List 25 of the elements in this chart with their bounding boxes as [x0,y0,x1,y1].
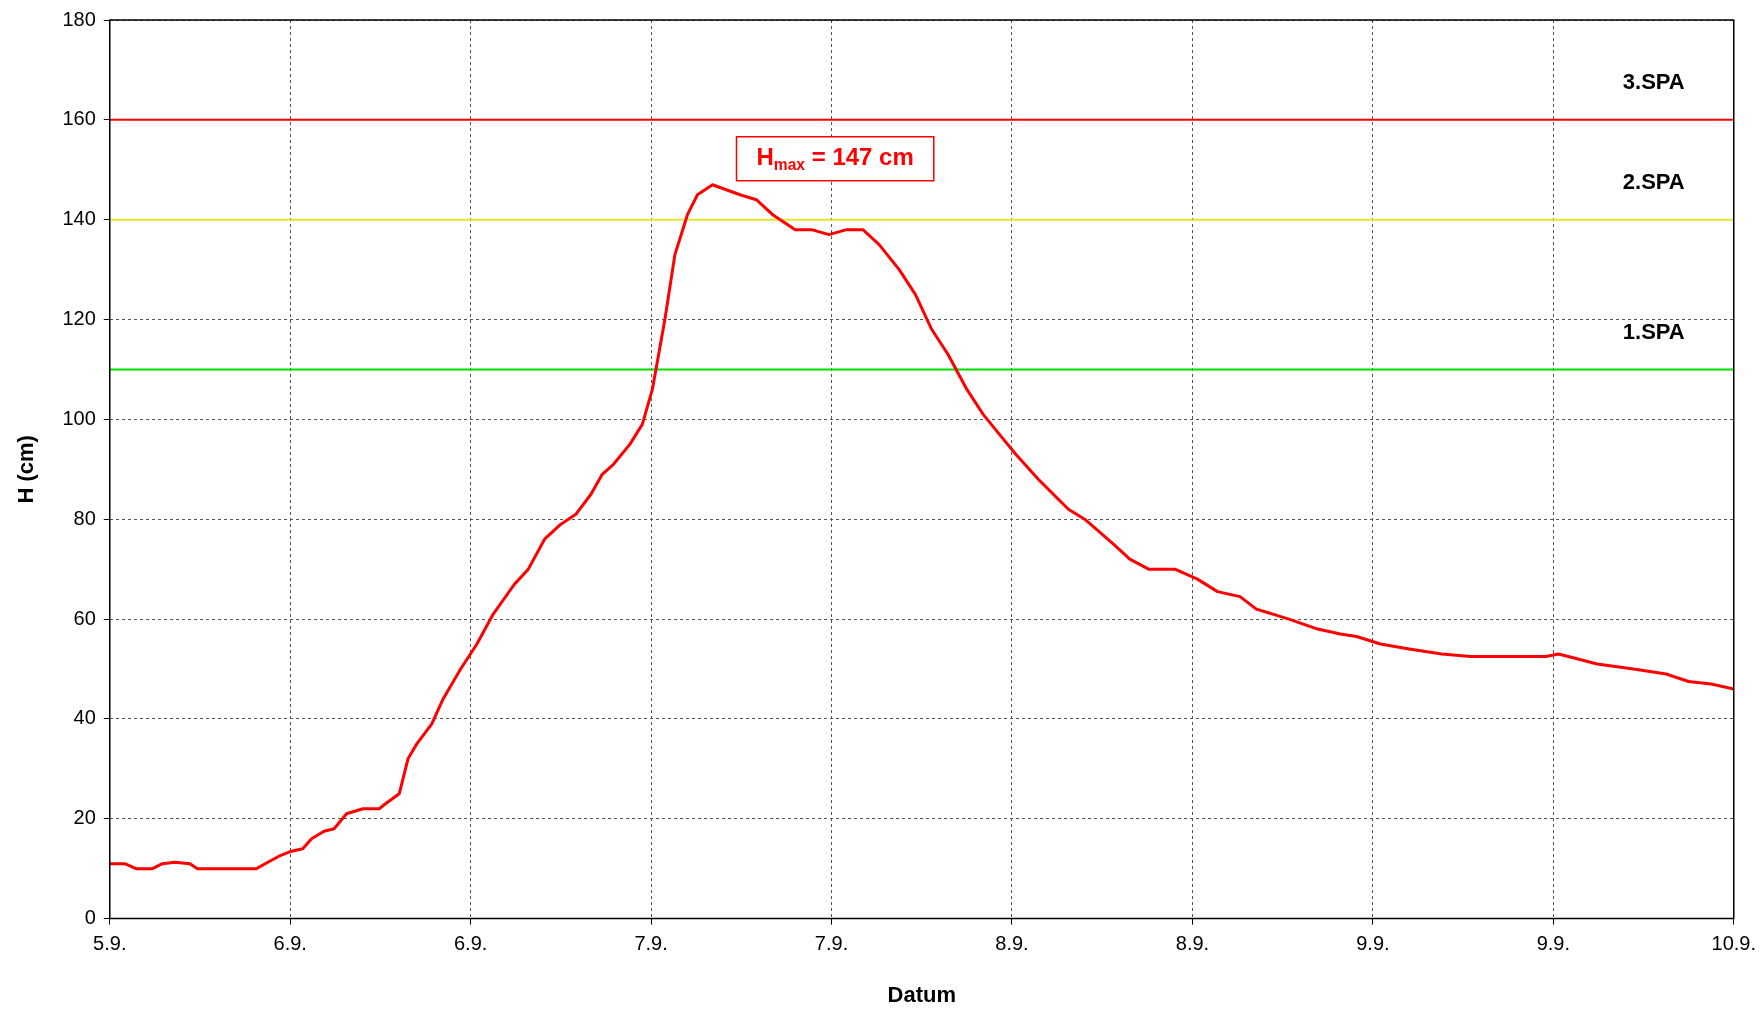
x-tick-label: 5.9. [93,932,127,955]
y-tick-label: 0 [84,906,96,929]
y-tick-label: 120 [62,307,96,330]
y-tick-label: 180 [62,7,96,30]
ref-line-label: 1.SPA [1622,318,1685,344]
x-tick-label: 6.9. [453,932,488,955]
y-tick-label: 60 [73,606,96,629]
x-tick-label: 8.9. [995,932,1029,955]
x-tick-label: 8.9. [1175,932,1210,955]
y-tick-label: 140 [62,207,96,230]
x-tick-label: 10.9. [1711,932,1756,955]
x-axis-title: Datum [887,981,956,1007]
x-tick-label: 6.9. [273,932,307,955]
x-tick-label: 7.9. [814,932,849,955]
y-tick-label: 80 [73,506,96,529]
x-tick-label: 9.9. [1356,932,1390,955]
x-tick-label: 9.9. [1536,932,1570,955]
y-tick-label: 20 [73,806,96,829]
y-tick-label: 100 [62,406,96,429]
y-tick-label: 40 [73,706,96,729]
y-tick-label: 160 [62,107,96,130]
ref-line-label: 2.SPA [1622,168,1685,194]
y-axis-title: H (cm) [13,435,39,504]
x-tick-label: 7.9. [634,932,668,955]
ref-line-label: 3.SPA [1622,68,1685,94]
